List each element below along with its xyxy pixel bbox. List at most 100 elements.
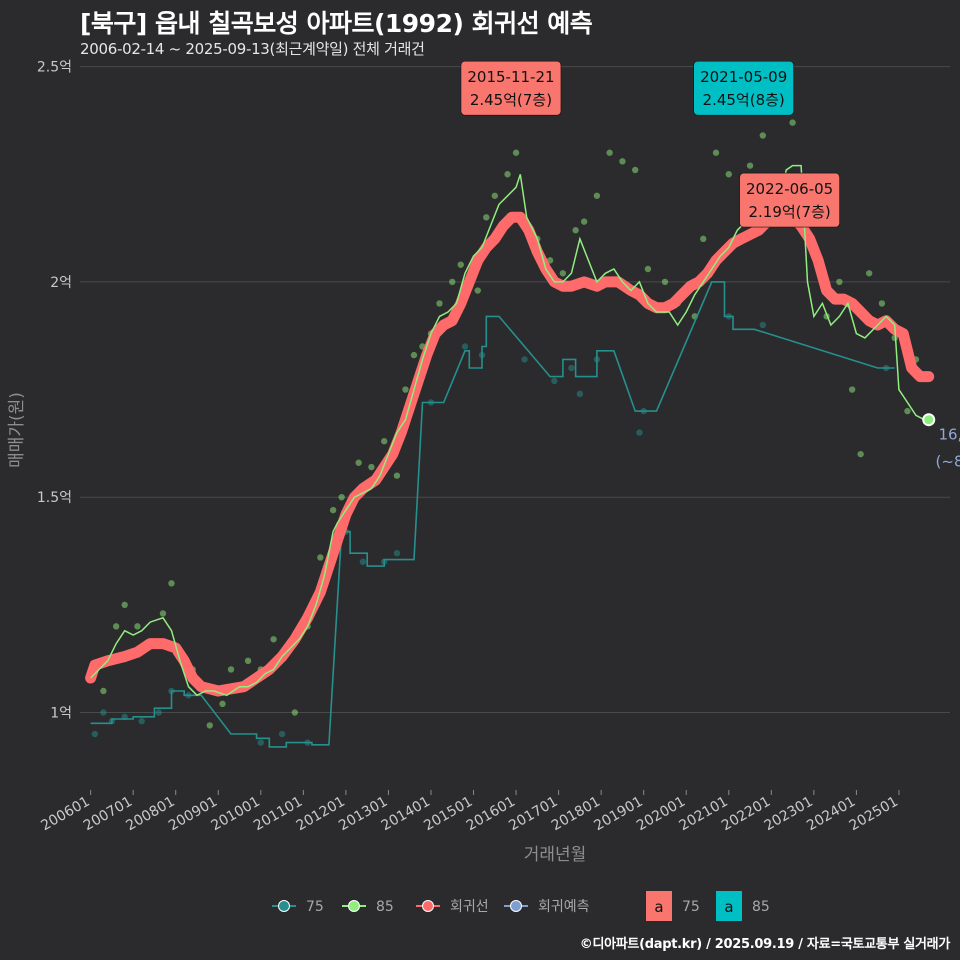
legend-item-회귀예측: 회귀예측 (504, 899, 590, 915)
data-point-85 (291, 709, 299, 716)
data-point-85 (474, 287, 481, 294)
annotation-box (460, 60, 562, 116)
data-point-85 (368, 463, 375, 471)
data-point-85 (159, 610, 167, 617)
data-point-75 (636, 429, 643, 436)
legend-key-dot (348, 900, 360, 912)
chart-title: [북구] 읍내 칠곡보성 아파트(1992) 회귀선 예측 (80, 9, 593, 38)
data-point-85 (580, 218, 588, 225)
data-point-85 (631, 166, 639, 174)
forecast-price-label: 16,800 (938, 426, 960, 444)
data-point-85 (512, 149, 520, 156)
data-point-75 (568, 364, 575, 372)
forecast-point (922, 413, 936, 427)
data-point-85 (121, 601, 128, 609)
data-point-85 (270, 636, 277, 643)
data-point-75 (91, 730, 99, 738)
legend-key-dot (422, 900, 434, 912)
data-point-85 (227, 666, 235, 673)
data-point-85 (410, 351, 418, 359)
data-point-75 (155, 709, 162, 716)
data-point-85 (789, 119, 796, 126)
regression-line (85, 203, 935, 697)
max-price-annotation: 2021-05-09 2.45억(8층) (693, 60, 794, 116)
data-point-75 (576, 390, 584, 398)
annotation-date: 2022-06-05 (746, 180, 833, 198)
data-point-85 (436, 300, 443, 307)
data-point-85 (491, 192, 498, 199)
data-point-85 (712, 149, 720, 156)
y-axis-label: 매매가(원) (7, 392, 27, 468)
data-point-75 (393, 549, 401, 557)
data-point-85 (904, 407, 911, 415)
series-75-line (90, 281, 895, 748)
legend-label: 회귀예측 (538, 899, 590, 915)
data-point-85 (619, 158, 626, 165)
legend-fill-glyph: a (654, 898, 663, 916)
legend-fill-glyph: a (724, 898, 733, 916)
data-point-85 (644, 265, 652, 273)
data-point-85 (504, 171, 511, 178)
data-point-85 (848, 386, 856, 393)
data-point-85 (559, 270, 567, 277)
series-85-line (90, 164, 925, 697)
source-credit: ©디아파트(dapt.kr) / 2025.09.19 / 자료=국토교통부 실… (579, 937, 951, 952)
max-price-annotation: 2015-11-21 2.45억(7층) (460, 60, 562, 116)
data-point-85 (857, 450, 864, 458)
legend-item-회귀선: 회귀선 (416, 899, 489, 915)
data-point-75 (551, 377, 558, 385)
data-point-85 (572, 227, 579, 234)
data-point-85 (112, 623, 120, 630)
data-point-85 (661, 278, 669, 286)
data-point-75 (257, 739, 265, 746)
data-point-85 (865, 270, 873, 277)
legend-key-dot (278, 900, 290, 912)
data-point-75 (461, 343, 469, 350)
x-axis-label: 거래년월 (524, 845, 587, 865)
legend-fill-swatch (646, 891, 672, 921)
data-point-75 (759, 321, 767, 329)
data-point-85 (546, 257, 554, 264)
data-point-85 (219, 700, 226, 708)
data-point-75 (138, 717, 145, 725)
annotation-box (739, 172, 840, 228)
data-point-85 (329, 506, 337, 514)
annotation-box (693, 60, 794, 116)
legend-fill-label: 75 (682, 899, 700, 915)
annotation-price: 2.19억(7층) (748, 203, 830, 221)
y-tick-label: 1.5억 (37, 490, 72, 506)
legend-label: 85 (376, 899, 394, 915)
y-tick-label: 1억 (50, 705, 72, 721)
annotation-price: 2.45억(7층) (470, 91, 552, 109)
max-price-annotation: 2022-06-05 2.19억(7층) (739, 172, 840, 228)
data-point-75 (521, 356, 528, 363)
annotation-date: 2021-05-09 (700, 68, 787, 86)
chart-subtitle: 2006-02-14 ~ 2025-09-13(최근계약일) 전체 거래건 (80, 40, 425, 58)
data-point-75 (359, 558, 367, 565)
annotation-date: 2015-11-21 (467, 68, 554, 86)
y-tick-label: 2.5억 (37, 60, 72, 76)
data-point-85 (483, 214, 490, 221)
legend-fill-label: 85 (752, 899, 770, 915)
legend-label: 회귀선 (450, 899, 489, 915)
legend-key-dot (510, 900, 522, 912)
legend-label: 75 (306, 899, 324, 915)
data-point-85 (100, 687, 107, 695)
data-point-85 (168, 580, 175, 587)
data-point-85 (317, 554, 324, 561)
y-tick-label: 2억 (50, 275, 72, 291)
annotation-price: 2.45억(8층) (703, 91, 785, 109)
data-point-85 (836, 278, 843, 286)
data-point-85 (244, 657, 252, 665)
data-point-85 (402, 386, 409, 393)
data-point-85 (393, 472, 401, 479)
data-point-85 (606, 149, 613, 156)
data-point-85 (380, 438, 388, 445)
data-point-75 (100, 709, 107, 716)
legend-item-75: 75 (272, 899, 324, 915)
data-point-85 (338, 494, 345, 501)
x-tick-label: 202501 (847, 794, 901, 835)
data-point-85 (449, 278, 456, 286)
data-point-85 (725, 171, 732, 178)
